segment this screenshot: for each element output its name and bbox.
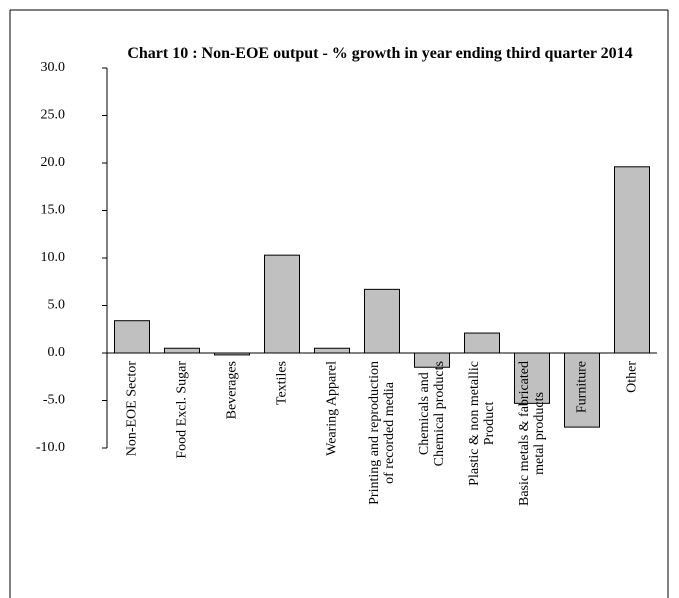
x-tick-label: Textiles	[274, 361, 290, 406]
x-tick-label: Basic metals & fabricated metal products	[517, 361, 547, 506]
bar	[164, 347, 200, 354]
y-tick-label: 5.0	[48, 298, 66, 313]
x-tick-label: Wearing Apparel	[324, 361, 340, 456]
y-tick-label: 20.0	[41, 155, 66, 170]
x-tick-label: Beverages	[224, 361, 240, 420]
y-tick-label: 0.0	[48, 345, 66, 360]
chart-title: Chart 10 : Non-EOE output - % growth in …	[127, 45, 633, 62]
bar	[364, 288, 400, 354]
bar	[314, 347, 350, 354]
y-tick-label: 25.0	[41, 108, 66, 123]
y-tick-label: 10.0	[41, 250, 66, 265]
y-tick-label: -10.0	[36, 440, 65, 455]
y-tick-label: -5.0	[43, 393, 65, 408]
x-tick-label: Other	[624, 361, 640, 393]
x-tick-label: Food Excl. Sugar	[174, 361, 190, 459]
bar	[464, 332, 500, 354]
x-tick-label: Chemicals and Chemical products	[417, 361, 447, 467]
x-tick-label: Plastic & non metallic Product	[467, 361, 497, 486]
bar	[264, 254, 300, 354]
bar	[564, 352, 600, 428]
bar	[114, 320, 150, 354]
x-tick-label: Printing and reproduction of recorded me…	[367, 361, 397, 505]
y-tick-label: 15.0	[41, 203, 66, 218]
y-tick-label: 30.0	[41, 60, 66, 75]
x-tick-label: Furniture	[574, 361, 590, 414]
x-tick-label: Non-EOE Sector	[124, 361, 140, 457]
bar	[614, 166, 650, 354]
